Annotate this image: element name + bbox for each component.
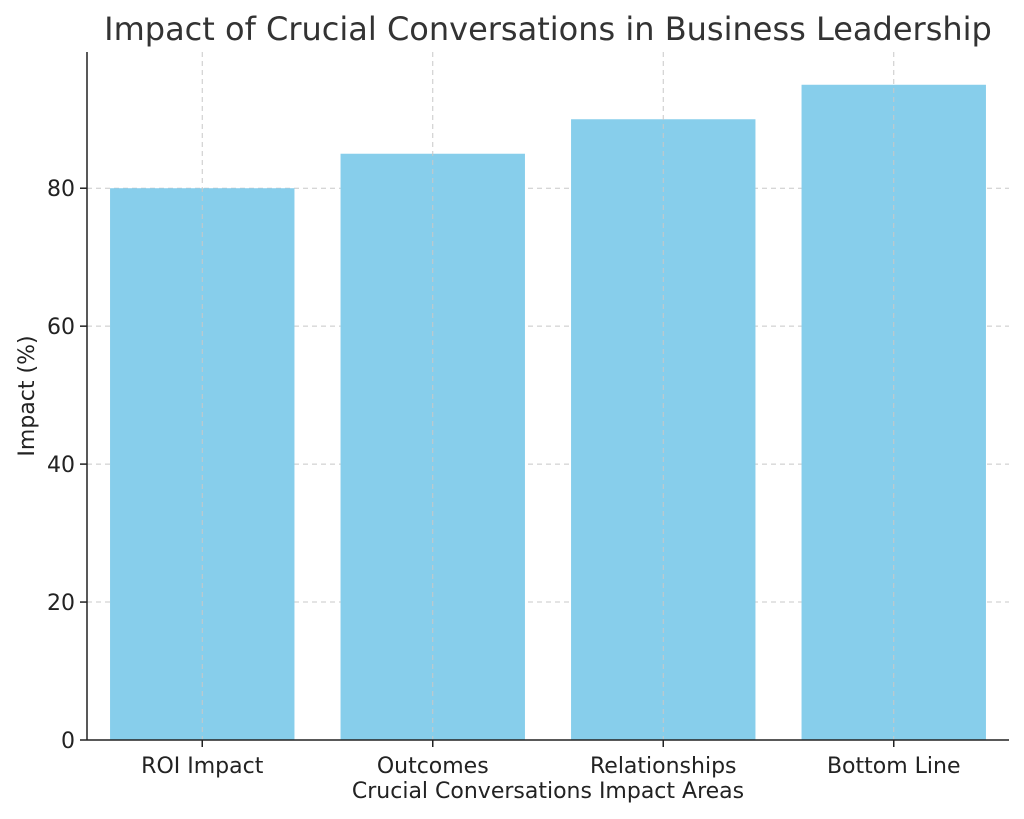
bar-relationships — [571, 119, 756, 741]
x-axis-label: Crucial Conversations Impact Areas — [352, 779, 744, 804]
x-tick-label: ROI Impact — [141, 754, 264, 779]
y-tick-label: 60 — [47, 315, 75, 340]
x-tick-label: Outcomes — [377, 754, 489, 779]
y-tick-label: 0 — [61, 729, 75, 754]
x-tick-label: Relationships — [590, 754, 737, 779]
y-tick-label: 20 — [47, 591, 75, 616]
x-gridlines — [201, 52, 895, 740]
y-tick-label: 40 — [47, 453, 75, 478]
bars — [110, 84, 986, 741]
y-axis-label: Impact (%) — [15, 335, 40, 456]
y-tick-label: 80 — [47, 177, 75, 202]
chart-title: Impact of Crucial Conversations in Busin… — [104, 10, 992, 48]
x-tick-label: Bottom Line — [827, 754, 961, 779]
x-ticks: ROI Impact Outcomes Relationships Bottom Li… — [141, 740, 961, 779]
y-ticks: 0 20 40 60 80 — [47, 177, 87, 754]
axes — [86, 52, 1009, 741]
